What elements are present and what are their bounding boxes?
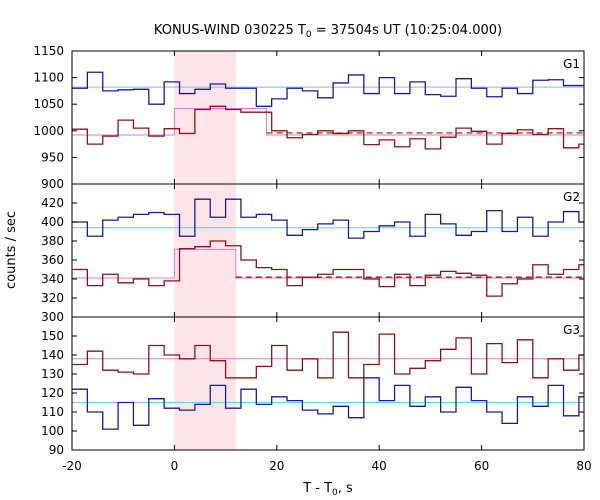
y-tick-label: 320 [41,291,64,305]
y-tick-label: 150 [41,329,64,343]
y-tick-label: 340 [41,272,64,286]
x-tick-label: 0 [171,459,179,473]
blue-step-series [72,71,584,107]
blue-step-series [72,198,584,239]
highlight-band [174,51,236,184]
panel-label: G3 [563,323,580,337]
panel-g1: 900 950 1000 1050 1100 1150 G1 [33,44,585,191]
y-axis-label: counts / sec [4,211,19,289]
y-tick-label: 360 [41,253,64,267]
y-tick-label: 300 [41,310,64,324]
x-tick-label: 80 [576,459,591,473]
y-tick-label: 400 [41,215,64,229]
panel-label: G1 [563,57,580,71]
y-tick-label: 130 [41,367,64,381]
y-tick-label: 1050 [33,97,64,111]
highlight-band [174,317,236,450]
red-step-series [72,105,584,150]
y-tick-label: 1100 [33,71,64,85]
x-tick-label: 40 [372,459,387,473]
y-tick-label: 900 [41,177,64,191]
panel-frame [71,183,585,318]
y-tick-label: 140 [41,348,64,362]
panel-label: G2 [563,190,580,204]
x-tick-label: 20 [269,459,284,473]
plot-panels: 9009501000105011001150G13003203403603804… [33,44,591,473]
x-tick-label: -20 [62,459,82,473]
panel-g3: 90 100 110 120 130 140 150 G3 [41,316,585,457]
highlight-band [174,184,236,317]
panel-frame [71,50,585,185]
red-step-series [72,331,584,379]
y-tick-label: 950 [41,150,64,164]
chart-title: KONUS-WIND 030225 T0 = 37504s UT (10:25:… [154,23,502,40]
panel-g2: 300 320 340 360 380 400 420 G2 [41,183,585,324]
y-tick-label: 420 [41,196,64,210]
y-tick-label: 1000 [33,124,64,138]
red-step-series [72,240,584,297]
x-axis-label: T - T0, s [302,481,353,498]
x-tick-label: 60 [474,459,489,473]
y-tick-label: 1150 [33,44,64,58]
red-fit-line [72,107,584,136]
panel-frame [71,316,585,451]
y-tick-label: 380 [41,234,64,248]
blue-step-series [72,377,584,430]
y-tick-label: 110 [41,405,64,419]
red-fit-line [72,249,584,279]
y-tick-label: 100 [41,424,64,438]
y-tick-label: 90 [49,443,64,457]
y-tick-label: 120 [41,386,64,400]
